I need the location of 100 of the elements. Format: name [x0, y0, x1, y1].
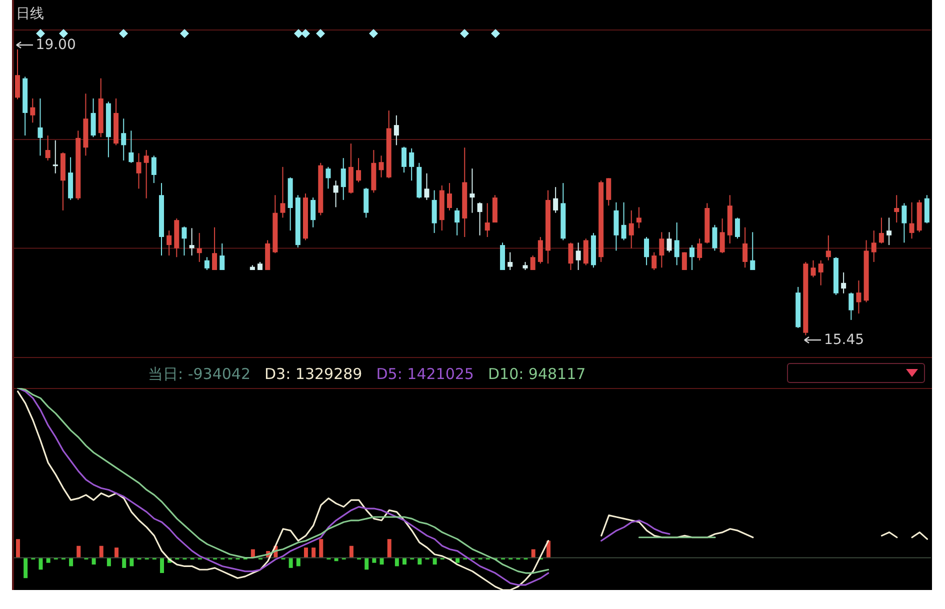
- candlestick: [697, 238, 702, 261]
- candlestick: [204, 256, 210, 271]
- bar: [122, 558, 126, 568]
- bar: [364, 558, 369, 570]
- candlestick: [871, 230, 876, 262]
- bar: [402, 558, 407, 565]
- candlestick: [628, 210, 634, 249]
- bar: [76, 546, 81, 558]
- annotation: 15.45: [824, 331, 864, 350]
- bar: [160, 558, 164, 574]
- candlestick: [220, 242, 225, 271]
- candlestick: [446, 182, 452, 211]
- candlestick: [394, 114, 399, 146]
- text: 当日: -934042: [148, 365, 250, 383]
- candlestick: [128, 130, 134, 164]
- bar: [312, 548, 316, 558]
- bar: [38, 558, 43, 570]
- candlestick: [356, 158, 362, 183]
- bar: [394, 558, 399, 566]
- bar: [99, 546, 104, 558]
- candlestick: [15, 48, 20, 100]
- candlestick: [136, 152, 142, 190]
- text: D5: 1421025: [376, 365, 474, 383]
- candlestick: [45, 135, 50, 161]
- bar: [456, 558, 460, 563]
- candlestick: [454, 208, 460, 236]
- bar: [69, 558, 74, 566]
- candlestick: [742, 226, 748, 268]
- candlestick: [90, 98, 96, 138]
- candlestick: [818, 260, 824, 286]
- candlestick: [583, 238, 588, 266]
- bar: [130, 558, 134, 566]
- candlestick: [326, 166, 331, 190]
- candlestick: [841, 272, 846, 294]
- candlestick: [409, 148, 414, 182]
- candlestick: [477, 202, 482, 236]
- candlestick: [538, 236, 543, 264]
- candlestick: [530, 255, 536, 271]
- candlestick: [378, 155, 384, 178]
- candlestick: [212, 226, 218, 271]
- candlestick: [810, 260, 816, 278]
- candlestick: [621, 202, 626, 241]
- candlestick: [144, 150, 149, 199]
- candlestick: [310, 197, 316, 228]
- bar: [288, 558, 293, 568]
- candlestick: [52, 140, 58, 174]
- candlestick: [280, 166, 286, 218]
- candlestick: [424, 172, 430, 200]
- candlestick: [712, 224, 718, 252]
- candlestick: [659, 232, 664, 268]
- bar: [114, 548, 119, 558]
- bar: [92, 558, 96, 565]
- candlestick: [508, 252, 513, 271]
- candlestick: [166, 230, 172, 256]
- candlestick: [652, 252, 657, 271]
- candlestick: [689, 244, 694, 271]
- bar: [16, 539, 20, 558]
- candlestick: [826, 234, 831, 261]
- candlestick: [856, 280, 862, 314]
- candlestick: [576, 242, 581, 271]
- candlestick: [886, 217, 892, 246]
- candlestick: [38, 98, 43, 156]
- bar: [319, 539, 324, 558]
- candlestick: [553, 186, 558, 214]
- bar: [304, 548, 308, 558]
- candlestick: [666, 232, 672, 253]
- candlestick: [340, 158, 346, 200]
- candlestick: [151, 155, 156, 184]
- bar: [372, 558, 376, 563]
- text: D10: 948117: [488, 365, 586, 383]
- candlestick: [902, 202, 907, 244]
- candlestick: [30, 98, 36, 124]
- candlestick: [182, 226, 187, 256]
- candlestick: [750, 232, 756, 271]
- candlestick: [568, 242, 574, 271]
- candlestick: [644, 236, 650, 266]
- bar: [380, 558, 384, 565]
- bar: [296, 558, 300, 566]
- bar: [24, 558, 28, 578]
- candlestick: [606, 178, 612, 206]
- candlestick: [720, 218, 725, 254]
- candlestick: [484, 202, 490, 238]
- candlestick: [894, 194, 900, 223]
- candlestick: [636, 206, 642, 229]
- bar: [106, 558, 111, 566]
- chart-title: 日线: [16, 5, 44, 23]
- candlestick: [878, 217, 884, 244]
- candlestick: [470, 168, 475, 214]
- bar: [387, 539, 392, 558]
- annotation: 19.00: [36, 36, 76, 54]
- candlestick: [121, 118, 126, 161]
- bar: [418, 558, 422, 565]
- bar: [46, 558, 50, 563]
- candlestick: [196, 232, 202, 262]
- candlestick: [432, 190, 437, 234]
- candlestick: [734, 217, 740, 240]
- candlestick: [674, 222, 680, 266]
- candlestick: [189, 228, 194, 256]
- candlestick: [333, 180, 338, 208]
- candlestick: [402, 146, 407, 174]
